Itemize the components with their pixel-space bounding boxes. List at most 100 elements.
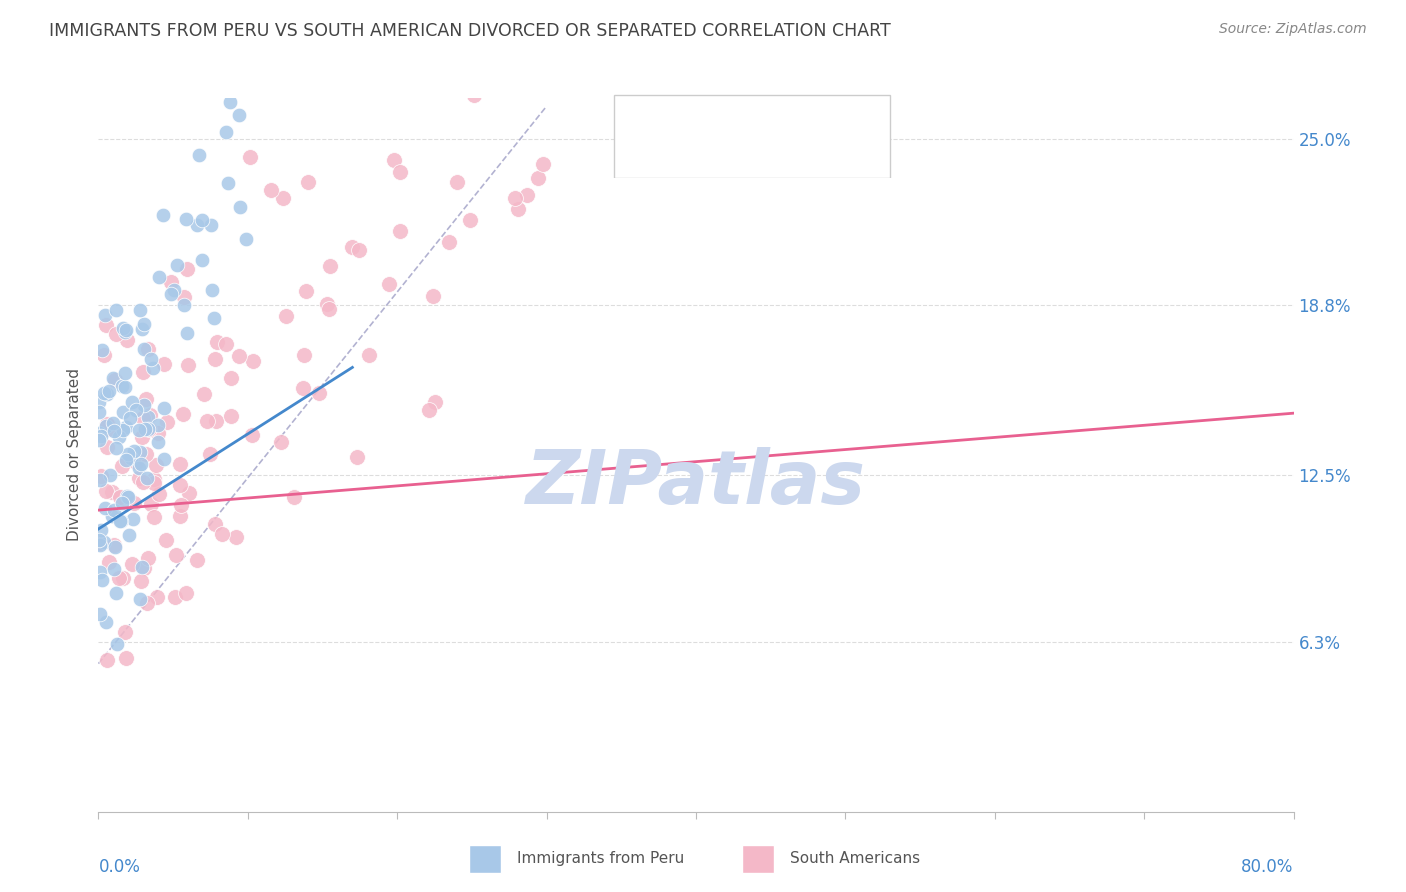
Point: [110, 491, 132, 505]
Point: [110, 514, 132, 528]
Point: [146, 426, 169, 441]
Point: [446, 175, 468, 189]
Point: [204, 352, 226, 367]
Point: [132, 560, 155, 574]
Point: [176, 262, 198, 277]
Point: [93, 348, 115, 362]
Text: ZIPatlas: ZIPatlas: [526, 447, 866, 520]
Point: [112, 571, 135, 585]
Point: [108, 490, 131, 504]
Point: [204, 517, 226, 532]
Point: [225, 531, 247, 545]
Text: South Americans: South Americans: [790, 852, 920, 866]
Point: [129, 444, 152, 458]
Point: [382, 153, 405, 167]
Point: [191, 252, 214, 267]
Point: [110, 514, 132, 528]
Text: 80.0%: 80.0%: [1241, 858, 1294, 876]
Point: [139, 498, 162, 512]
Point: [87, 533, 110, 548]
Point: [173, 297, 195, 311]
Point: [89, 473, 111, 487]
Point: [152, 357, 174, 371]
Point: [295, 284, 318, 298]
Point: [259, 78, 281, 92]
Point: [105, 327, 128, 342]
Point: [135, 596, 157, 610]
Point: [93, 534, 115, 549]
Point: [166, 258, 188, 272]
Point: [89, 607, 111, 622]
Point: [136, 342, 159, 356]
Point: [503, 191, 526, 205]
Point: [111, 379, 134, 393]
Point: [131, 430, 153, 444]
Point: [651, 132, 673, 146]
Point: [219, 409, 242, 423]
Text: N =: N =: [775, 109, 804, 124]
Point: [174, 586, 197, 600]
Point: [135, 447, 157, 461]
Point: [89, 405, 111, 419]
Point: [105, 637, 128, 651]
Point: [111, 459, 134, 474]
Point: [205, 335, 228, 350]
Point: [170, 498, 193, 512]
Point: [165, 548, 187, 562]
Point: [283, 490, 305, 504]
Point: [297, 176, 319, 190]
Point: [177, 358, 200, 372]
Point: [101, 416, 124, 430]
Point: [174, 211, 197, 226]
Point: [172, 408, 194, 422]
Text: N =: N =: [775, 148, 804, 163]
Point: [124, 444, 146, 458]
Point: [217, 78, 239, 92]
Point: [389, 224, 412, 238]
Point: [217, 176, 239, 190]
Point: [96, 387, 118, 401]
Point: [134, 422, 156, 436]
Point: [135, 392, 157, 406]
Point: [423, 395, 446, 409]
Text: IMMIGRANTS FROM PERU VS SOUTH AMERICAN DIVORCED OR SEPARATED CORRELATION CHART: IMMIGRANTS FROM PERU VS SOUTH AMERICAN D…: [49, 22, 891, 40]
Point: [96, 440, 118, 454]
Point: [101, 509, 124, 524]
Text: 0.224: 0.224: [699, 148, 747, 163]
Point: [111, 496, 134, 510]
Point: [229, 200, 252, 214]
Point: [516, 187, 538, 202]
Point: [388, 164, 411, 178]
Point: [508, 202, 530, 216]
Point: [145, 458, 167, 473]
Point: [143, 472, 166, 486]
Point: [315, 297, 337, 311]
Point: [103, 424, 125, 438]
Point: [271, 191, 294, 205]
Point: [131, 559, 153, 574]
Point: [143, 476, 166, 491]
Point: [308, 386, 330, 401]
Point: [103, 561, 125, 575]
Point: [235, 232, 257, 246]
Point: [87, 434, 110, 448]
Point: [205, 414, 228, 428]
Point: [195, 414, 218, 428]
Point: [108, 571, 131, 585]
Point: [90, 429, 112, 443]
Point: [163, 283, 186, 297]
Point: [346, 450, 368, 464]
Point: [115, 420, 138, 434]
Point: [148, 487, 170, 501]
Point: [103, 538, 125, 552]
Point: [114, 380, 136, 394]
Point: [132, 411, 155, 425]
Point: [163, 590, 186, 604]
Point: [125, 455, 148, 469]
Point: [90, 469, 112, 483]
Point: [111, 423, 134, 437]
Point: [1073, 78, 1095, 92]
Text: 103: 103: [814, 109, 846, 124]
Point: [155, 533, 177, 548]
Point: [218, 95, 240, 109]
